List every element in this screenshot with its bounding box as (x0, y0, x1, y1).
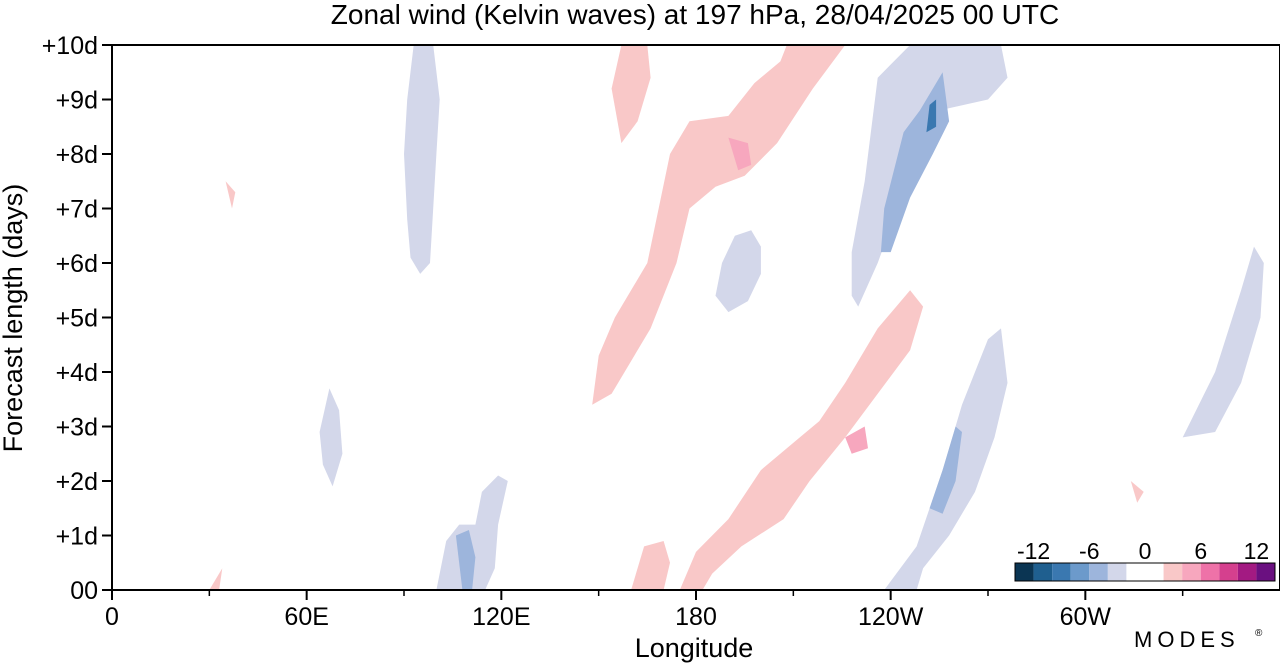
colorbar-tick-label: -6 (1079, 538, 1099, 564)
colorbar-swatch (1182, 563, 1201, 581)
colorbar-tick-label: 0 (1139, 538, 1152, 564)
modes-registered-mark: ® (1255, 628, 1263, 639)
y-axis: 00 +1d +2d +3d +4d +5d +6d +7d +8d +9d +10d (42, 32, 112, 605)
contour-region-6 (929, 426, 962, 514)
y-tick-label: +3d (56, 414, 98, 442)
contour-region-12 (611, 45, 651, 144)
contour-region-18 (225, 181, 236, 209)
colorbar-tick-label: -12 (1017, 538, 1050, 564)
contour-layer (209, 45, 1264, 590)
colorbar-swatch (1015, 563, 1034, 581)
y-tick-label: +5d (56, 305, 98, 333)
colorbar-tick-label: 12 (1244, 538, 1270, 564)
y-tick-label: +4d (56, 359, 98, 387)
y-axis-label: Forecast length (days) (0, 184, 28, 453)
contour-region-10 (319, 388, 343, 487)
x-tick-label: 120E (472, 603, 530, 631)
y-tick-label: 00 (70, 577, 98, 605)
y-tick-label: +1d (56, 523, 98, 551)
colorbar-swatch (1200, 563, 1220, 581)
x-tick-label: 180 (675, 603, 717, 631)
contour-region-11 (592, 45, 846, 405)
contour-region-7 (1182, 246, 1264, 438)
contour-region-19 (1130, 481, 1144, 503)
x-axis-label: Longitude (635, 633, 754, 663)
x-tick-label: 0 (105, 603, 119, 631)
y-tick-label: +10d (42, 32, 98, 60)
colorbar-legend: -12 -6 0 6 12 (1009, 533, 1279, 585)
colorbar-swatch (1052, 563, 1071, 581)
colorbar-swatch (1089, 563, 1108, 581)
colorbar-tick-label: 6 (1194, 538, 1207, 564)
colorbar-swatch (1237, 563, 1257, 581)
contour-region-0 (404, 45, 440, 274)
y-tick-label: +9d (56, 87, 98, 115)
contour-region-13 (679, 290, 924, 590)
colorbar-swatch (1219, 563, 1238, 581)
contour-region-4 (715, 230, 761, 313)
y-tick-label: +7d (56, 196, 98, 224)
x-tick-label: 60W (1060, 603, 1112, 631)
modes-logo: MODES ® (1134, 627, 1263, 652)
contour-region-8 (436, 475, 508, 590)
y-tick-label: +2d (56, 468, 98, 496)
y-tick-label: +8d (56, 141, 98, 169)
contour-region-15 (209, 568, 223, 590)
contour-region-16 (728, 137, 752, 171)
y-tick-label: +6d (56, 250, 98, 278)
chart-title: Zonal wind (Kelvin waves) at 197 hPa, 28… (331, 0, 1059, 30)
plot-area (111, 44, 1280, 591)
colorbar-swatch (1126, 563, 1164, 581)
contour-region-14 (631, 541, 670, 590)
colorbar-frame (1014, 562, 1276, 582)
colorbar-swatch (1163, 563, 1183, 581)
x-tick-label: 60E (284, 603, 328, 631)
colorbar-swatch (1070, 563, 1090, 581)
contour-region-1 (851, 45, 1008, 307)
x-tick-label: 120W (858, 603, 924, 631)
contour-region-3 (926, 99, 937, 133)
modes-logo-text: MODES (1134, 627, 1240, 652)
contour-region-17 (845, 426, 868, 454)
x-axis: 0 60E 120E 180 120W 60W (105, 590, 1184, 631)
contour-region-9 (455, 530, 476, 590)
colorbar-swatch (1256, 563, 1275, 581)
colorbar-swatch (1033, 563, 1053, 581)
colorbar-swatch (1107, 563, 1127, 581)
